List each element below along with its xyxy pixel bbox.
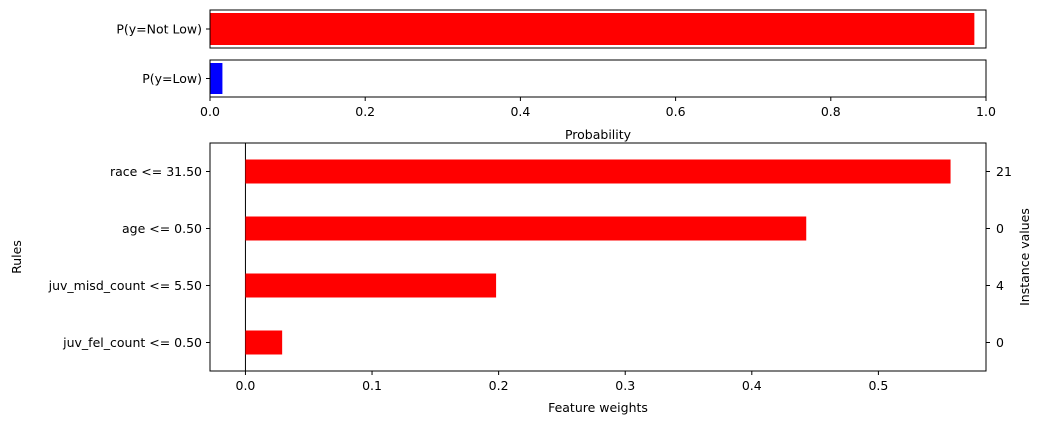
prob-xtick-label-4: 0.8 <box>821 104 841 119</box>
weight-xtick-label-0: 0.0 <box>236 378 256 393</box>
prob-xtick-label-0: 0.0 <box>200 104 220 119</box>
prob-xtick-label-3: 0.6 <box>666 104 686 119</box>
instance-values-axis-label: Instance values <box>1017 208 1032 306</box>
instance-value-3: 0 <box>996 335 1004 350</box>
weight-xtick-label-4: 0.4 <box>742 378 762 393</box>
weight-bar-3 <box>245 330 283 355</box>
prob-bar-1 <box>210 63 223 94</box>
weight-xtick-label-3: 0.3 <box>615 378 635 393</box>
weight-bar-0 <box>245 159 951 184</box>
rules-y-axis-label: Rules <box>9 240 24 274</box>
prob-category-label-1: P(y=Low) <box>142 71 202 86</box>
prob-category-label-0: P(y=Not Low) <box>116 22 202 37</box>
weights-frame <box>209 142 987 372</box>
prob-frame-1 <box>209 59 987 98</box>
weight-xtick-label-5: 0.5 <box>868 378 888 393</box>
weights-x-axis-label: Feature weights <box>548 400 648 415</box>
prob-x-axis-label: Probability <box>565 127 632 142</box>
probability-panel: P(y=Not Low) P(y=Low) 0.0 0.2 0.4 0.6 0.8 1.0 Pr… <box>116 9 996 142</box>
rule-label-1: age <= 0.50 <box>122 221 202 236</box>
prob-xtick-label-1: 0.2 <box>355 104 375 119</box>
rule-label-2: juv_misd_count <= 5.50 <box>48 278 202 293</box>
rule-label-0: race <= 31.50 <box>110 164 202 179</box>
instance-value-2: 4 <box>996 278 1004 293</box>
prob-bar-0 <box>210 13 975 45</box>
weight-xtick-label-2: 0.2 <box>489 378 509 393</box>
weight-xtick-label-1: 0.1 <box>362 378 382 393</box>
prob-xtick-label-5: 1.0 <box>976 104 996 119</box>
weight-bar-1 <box>245 216 807 241</box>
feature-weights-panel: race <= 31.50 21 age <= 0.50 0 juv_misd_coun… <box>9 142 1032 415</box>
instance-value-0: 21 <box>996 164 1012 179</box>
weight-bar-2 <box>245 273 497 298</box>
instance-value-1: 0 <box>996 221 1004 236</box>
prob-xtick-label-2: 0.4 <box>510 104 530 119</box>
rule-label-3: juv_fel_count <= 0.50 <box>62 335 202 350</box>
